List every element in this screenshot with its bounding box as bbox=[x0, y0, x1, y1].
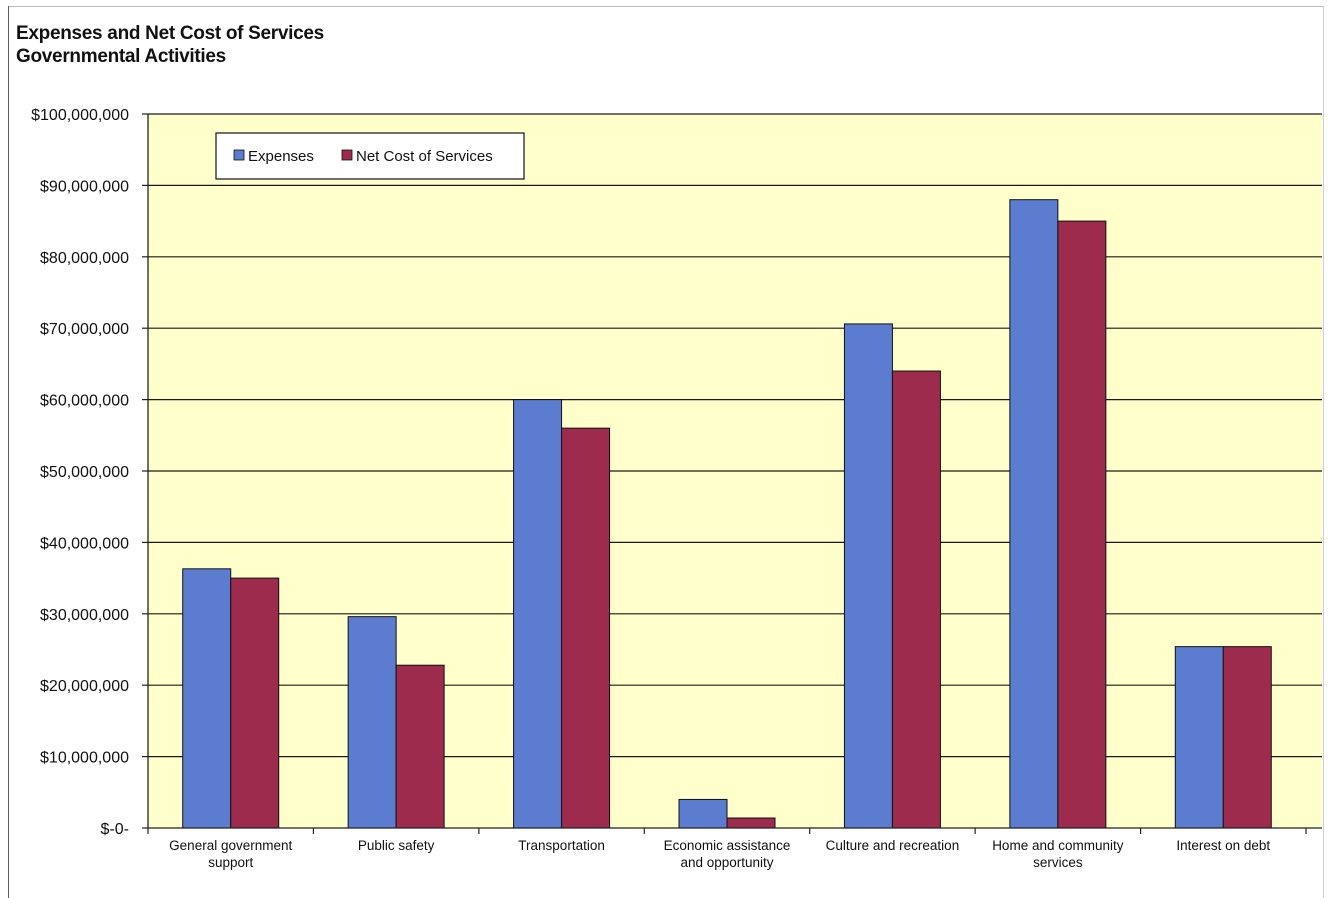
bar-expenses bbox=[513, 399, 563, 829]
bar-net-cost bbox=[726, 817, 776, 829]
x-category-label: Home and community services bbox=[992, 838, 1124, 870]
frame-right-border bbox=[1323, 6, 1324, 898]
bar-expenses bbox=[182, 568, 232, 829]
x-category-label-line: services bbox=[1033, 855, 1083, 870]
bar-expenses bbox=[1009, 199, 1059, 829]
x-category-label: General government support bbox=[169, 838, 292, 870]
y-tick-label: $90,000,000 bbox=[40, 178, 129, 195]
bar-net-cost bbox=[891, 370, 941, 829]
chart-subtitle: Governmental Activities bbox=[16, 46, 226, 67]
y-tick-label: $70,000,000 bbox=[40, 321, 129, 338]
y-tick-label: $60,000,000 bbox=[40, 393, 129, 410]
y-tick-label: $10,000,000 bbox=[40, 750, 129, 767]
chart-title-block: Expenses and Net Cost of Services Govern… bbox=[16, 22, 324, 68]
frame-left-border bbox=[8, 6, 9, 898]
x-category-label-line: Home and community bbox=[992, 838, 1124, 853]
legend-label-net-cost: Net Cost of Services bbox=[356, 148, 493, 165]
y-tick-label: $30,000,000 bbox=[40, 607, 129, 624]
x-category-label: Transportation bbox=[518, 838, 605, 853]
bar-net-cost bbox=[561, 427, 611, 829]
bar-expenses bbox=[1174, 646, 1224, 829]
x-category-label-line: Economic assistance bbox=[664, 838, 791, 853]
y-tick-label: $50,000,000 bbox=[40, 464, 129, 481]
x-category-label-line: Transportation bbox=[518, 838, 605, 853]
y-tick-label: $-0- bbox=[101, 821, 129, 838]
x-category-label-line: support bbox=[208, 855, 253, 870]
y-tick-label: $100,000,000 bbox=[31, 107, 129, 124]
bar-net-cost bbox=[230, 577, 280, 829]
bar-expenses bbox=[347, 616, 397, 829]
x-category-label: Public safety bbox=[358, 838, 435, 853]
frame-top-border bbox=[8, 6, 1324, 7]
y-tick-label: $40,000,000 bbox=[40, 535, 129, 552]
x-category-label-line: General government bbox=[169, 838, 292, 853]
x-category-label-line: Interest on debt bbox=[1176, 838, 1270, 853]
bar-expenses bbox=[843, 323, 893, 829]
legend-swatch-net-cost bbox=[341, 149, 353, 161]
legend-label-expenses: Expenses bbox=[248, 148, 314, 165]
y-tick-label: $20,000,000 bbox=[40, 678, 129, 695]
x-category-label: Culture and recreation bbox=[826, 838, 960, 853]
bar-net-cost bbox=[395, 664, 445, 829]
x-category-label-line: Public safety bbox=[358, 838, 435, 853]
x-category-label: Economic assistance and opportunity bbox=[664, 838, 791, 870]
bar-net-cost bbox=[1057, 220, 1107, 829]
x-category-label: Interest on debt bbox=[1176, 838, 1270, 853]
chart-title: Expenses and Net Cost of Services bbox=[16, 23, 324, 44]
x-category-label-line: Culture and recreation bbox=[826, 838, 960, 853]
x-category-label-line: and opportunity bbox=[680, 855, 773, 870]
legend-box bbox=[215, 132, 525, 180]
y-tick-label: $80,000,000 bbox=[40, 250, 129, 267]
bar-net-cost bbox=[1222, 646, 1272, 829]
bar-expenses bbox=[678, 798, 728, 829]
legend-swatch-expenses bbox=[233, 149, 245, 161]
